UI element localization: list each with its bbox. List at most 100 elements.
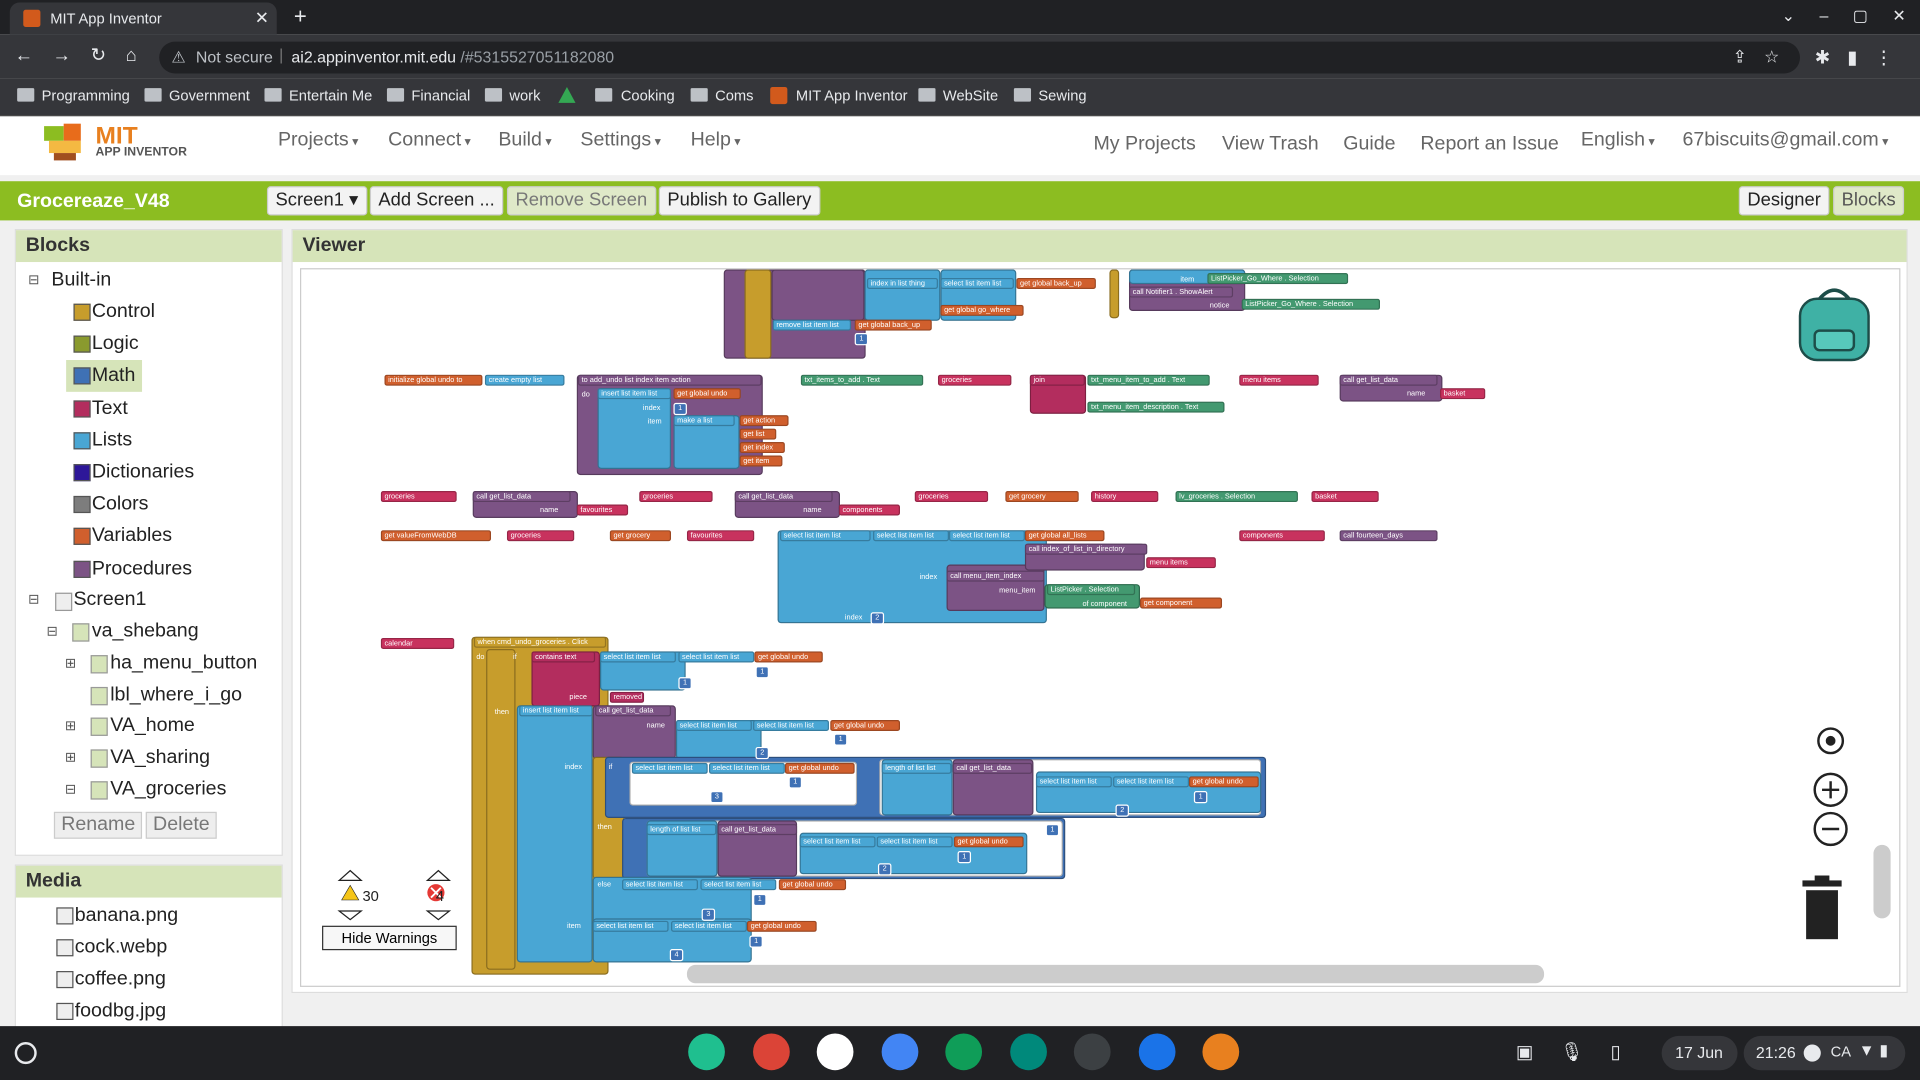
- number-block[interactable]: 1: [854, 333, 869, 346]
- shelf-app[interactable]: [1138, 1033, 1175, 1071]
- block[interactable]: get item: [739, 455, 783, 467]
- menu[interactable]: Projects ▾: [278, 130, 358, 152]
- block[interactable]: select list item list: [592, 920, 669, 932]
- component-node[interactable]: VA_home: [110, 715, 195, 737]
- block[interactable]: select list item list: [631, 762, 708, 774]
- toolbar-button[interactable]: Publish to Gallery: [658, 186, 820, 216]
- bookmark[interactable]: work: [509, 86, 541, 105]
- bookmark[interactable]: Financial: [411, 86, 471, 105]
- block[interactable]: join: [1029, 374, 1085, 386]
- screen-node[interactable]: Screen1: [73, 588, 147, 610]
- block[interactable]: call get_list_data: [734, 491, 833, 503]
- block[interactable]: txt_menu_item_description . Text: [1087, 401, 1225, 413]
- category[interactable]: Lists: [91, 429, 133, 451]
- block[interactable]: call menu_item_index: [946, 570, 1045, 582]
- block[interactable]: select list item list: [780, 530, 871, 542]
- block[interactable]: basket: [1440, 388, 1486, 400]
- delete-button[interactable]: Delete: [145, 811, 218, 839]
- zoom-controls[interactable]: [1811, 725, 1850, 852]
- block[interactable]: select list item list: [700, 879, 777, 891]
- nav-buttons[interactable]: ←→↻⌂: [14, 45, 157, 67]
- toolbar-button[interactable]: Add Screen ...: [369, 186, 504, 216]
- horizontal-scrollbar[interactable]: [686, 964, 1545, 984]
- header-link[interactable]: My Projects: [1093, 133, 1196, 155]
- toolbar-button[interactable]: Remove Screen: [506, 186, 656, 216]
- block[interactable]: lv_groceries . Selection: [1175, 491, 1298, 503]
- bookmark[interactable]: Sewing: [1038, 86, 1087, 105]
- category[interactable]: Colors: [91, 493, 149, 515]
- tab-close[interactable]: ✕: [254, 7, 270, 27]
- number-block[interactable]: 3: [701, 908, 716, 921]
- header-link[interactable]: View Trash: [1222, 133, 1319, 155]
- number-block[interactable]: 3: [710, 791, 724, 804]
- category[interactable]: Control: [91, 301, 155, 323]
- block[interactable]: select list item list: [675, 720, 752, 732]
- block[interactable]: calendar: [380, 637, 455, 649]
- block[interactable]: get action: [739, 415, 789, 427]
- bookmark[interactable]: MIT App Inventor: [795, 86, 908, 105]
- block[interactable]: txt_items_to_add . Text: [800, 374, 924, 386]
- number-block[interactable]: 1: [788, 776, 803, 789]
- date-pill[interactable]: [1661, 1035, 1738, 1071]
- category[interactable]: Math: [91, 365, 136, 387]
- block[interactable]: basket: [1311, 491, 1379, 503]
- number-block[interactable]: 1: [957, 851, 972, 864]
- block[interactable]: insert list item list: [519, 705, 593, 717]
- component-node[interactable]: lbl_where_i_go: [110, 683, 243, 705]
- number-block[interactable]: 2: [877, 863, 892, 876]
- blocks-button[interactable]: Blocks: [1833, 186, 1905, 216]
- shelf-app[interactable]: [816, 1033, 854, 1071]
- block[interactable]: call get_list_data: [717, 824, 798, 836]
- hide-warnings-button[interactable]: Hide Warnings: [322, 925, 457, 951]
- window-controls[interactable]: ⌄–▢✕: [1781, 6, 1920, 25]
- toolbar-icons[interactable]: ✱▮⋮: [1814, 47, 1910, 69]
- block[interactable]: length of list list: [881, 762, 952, 774]
- number-block[interactable]: 2: [870, 612, 885, 625]
- block[interactable]: call get_list_data: [595, 705, 672, 717]
- number-block[interactable]: 1: [1193, 791, 1208, 804]
- menu[interactable]: Connect ▾: [388, 130, 471, 152]
- block[interactable]: select list item list: [799, 836, 876, 848]
- block[interactable]: select list item list: [940, 277, 1014, 289]
- block[interactable]: call get_list_data: [472, 491, 571, 503]
- shelf-app[interactable]: [752, 1033, 790, 1071]
- block[interactable]: groceries: [506, 530, 575, 542]
- block[interactable]: groceries: [914, 491, 989, 503]
- block[interactable]: get index: [739, 442, 785, 454]
- tray-icons[interactable]: ▣🎙▯: [1515, 1042, 1648, 1063]
- number-block[interactable]: 1: [1045, 824, 1060, 837]
- bookmark[interactable]: Programming: [41, 86, 130, 105]
- block[interactable]: get global undo: [673, 388, 741, 400]
- number-block[interactable]: 4: [669, 948, 684, 962]
- block[interactable]: ListPicker . Selection: [1046, 584, 1136, 596]
- category[interactable]: Text: [91, 397, 128, 419]
- block[interactable]: call fourteen_days: [1339, 530, 1438, 542]
- category[interactable]: Dictionaries: [91, 461, 195, 483]
- media-file[interactable]: cock.webp: [74, 936, 168, 958]
- trash[interactable]: [1798, 875, 1847, 942]
- block[interactable]: length of list list: [646, 824, 717, 836]
- block[interactable]: get global back_up: [1016, 277, 1096, 289]
- vertical-scrollbar[interactable]: [1873, 844, 1891, 919]
- launcher[interactable]: [12, 1040, 39, 1067]
- rename-button[interactable]: Rename: [53, 811, 143, 839]
- block[interactable]: select list item list: [1113, 776, 1189, 788]
- block[interactable]: select list item list: [600, 651, 676, 663]
- block[interactable]: initialize global undo to: [384, 374, 483, 386]
- block[interactable]: get global back_up: [854, 319, 932, 331]
- blocks-workspace[interactable]: 30 4 Hide Warnings get global back_up ind…: [300, 268, 1901, 987]
- block[interactable]: call get_list_data: [1339, 374, 1438, 386]
- block[interactable]: get global undo: [778, 879, 847, 891]
- designer-button[interactable]: Designer: [1738, 186, 1830, 216]
- number-block[interactable]: 1: [753, 893, 767, 907]
- component-node[interactable]: VA_groceries: [110, 778, 227, 800]
- header-link[interactable]: Report an Issue: [1420, 133, 1559, 155]
- shelf-app[interactable]: [688, 1033, 725, 1071]
- category[interactable]: Variables: [91, 525, 173, 547]
- shelf-app[interactable]: [1202, 1033, 1240, 1071]
- block[interactable]: get global undo: [830, 720, 901, 732]
- block[interactable]: select list item list: [1035, 776, 1112, 788]
- bookmark[interactable]: WebSite: [942, 86, 999, 105]
- block[interactable]: remove list item list: [772, 319, 852, 331]
- component-node[interactable]: ha_menu_button: [110, 652, 258, 674]
